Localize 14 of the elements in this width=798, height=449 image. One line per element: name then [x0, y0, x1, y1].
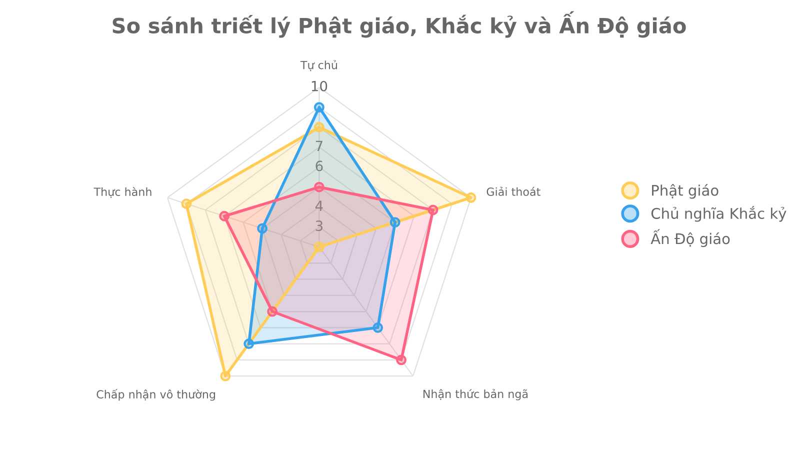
- spoke-label: Nhận thức bản ngã: [423, 388, 528, 400]
- legend-label: Phật giáo: [652, 184, 718, 199]
- spoke-label: Tự chủ: [300, 60, 337, 72]
- spoke-label: Thực hành: [94, 186, 152, 198]
- y-tick-label: 10: [312, 80, 328, 92]
- legend-label: Ấn Độ giáo: [650, 229, 730, 248]
- y-tick-label: 6: [316, 160, 323, 172]
- spoke-label: Chấp nhận vô thường: [96, 388, 215, 401]
- y-tick-label: 7: [316, 140, 322, 152]
- legend-label: Chủ nghĩa Khắc kỷ: [651, 206, 786, 222]
- y-tick-label: 4: [315, 200, 323, 211]
- y-tick-label: 3: [316, 220, 323, 232]
- chart-title: So sánh triết lý Phật giáo, Khắc kỷ và Ấn Độ giáo: [112, 11, 686, 38]
- spoke-label: Giải thoát: [486, 186, 540, 196]
